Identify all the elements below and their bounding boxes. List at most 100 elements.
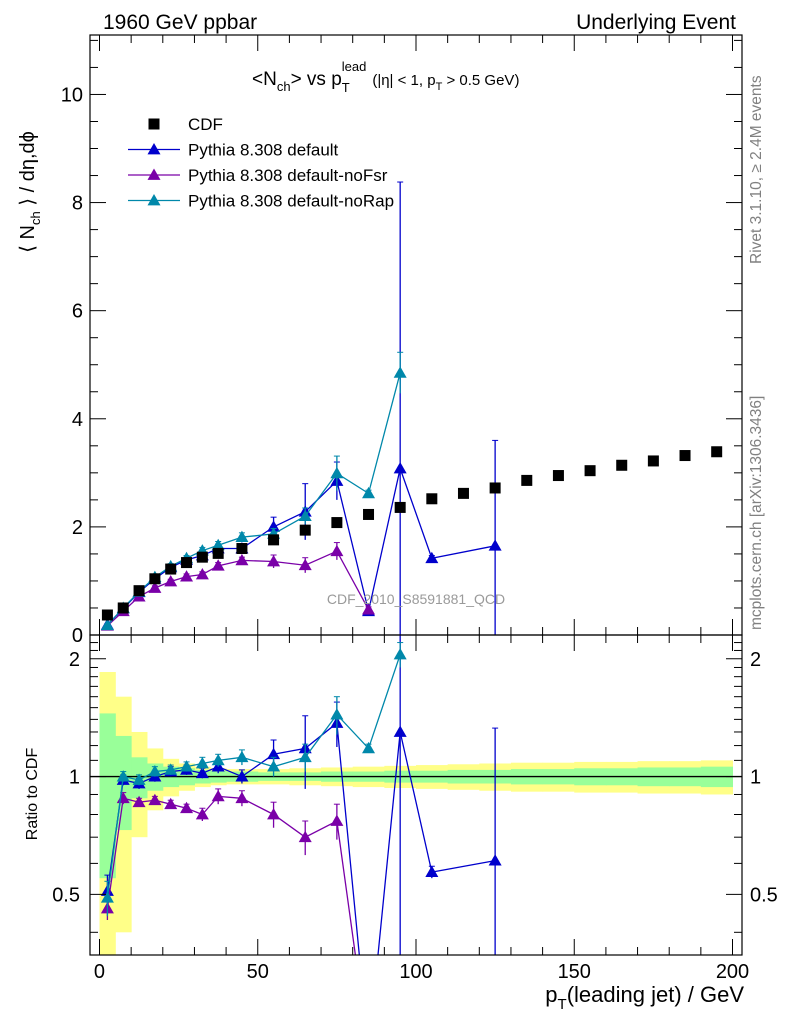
pythia-8-308-default-nofsr-point [132, 795, 146, 808]
plot-title: <Nch> vs pTlead(|η| < 1, pT > 0.5 GeV) [252, 59, 519, 95]
pythia-8-308-default-norap-point [362, 741, 376, 754]
pythia-8-308-default-nofsr-point [330, 544, 344, 557]
pythia-8-308-default-nofsr-point [180, 801, 194, 814]
cdf-point [584, 465, 596, 477]
pythia-8-308-default-nofsr-point [235, 791, 249, 804]
cdf-point [196, 551, 208, 563]
watermark: CDF_2010_S8591881_QCD [327, 591, 505, 607]
pythia-8-308-default-point [235, 770, 249, 782]
cdf-point [236, 543, 248, 555]
y-tick-label: 2 [72, 517, 83, 539]
ratio-panel-data [90, 635, 742, 955]
cdf-point [165, 563, 177, 575]
cdf-point [426, 493, 438, 505]
pythia-8-308-default-nofsr-point [211, 559, 225, 571]
rivet-label: Rivet 3.1.10, ≥ 2.4M events [748, 75, 765, 264]
x-axis-label: pT(leading jet) / GeV [545, 982, 744, 1013]
cdf-point [133, 585, 145, 597]
pythia-8-308-default-norap-point [298, 509, 312, 521]
y-tick-label: 0 [72, 625, 83, 647]
y-tick-label: 2 [750, 649, 761, 671]
pythia-8-308-default-norap-point [235, 530, 249, 543]
pythia-8-308-default-norap-point [148, 765, 162, 777]
header-right: Underlying Event [576, 11, 736, 34]
cdf-point [149, 573, 161, 585]
pythia-8-308-default-point [425, 865, 439, 877]
x-tick-label: 100 [399, 961, 432, 983]
pythia-8-308-default-norap-point [393, 648, 407, 660]
mcplots-label: mcplots.cern.ch [arXiv:1306.3436] [748, 396, 765, 630]
pythia-8-308-default-point [393, 725, 407, 737]
pythia-8-308-default-point [267, 747, 281, 760]
pythia-8-308-default-norap-point [100, 891, 114, 903]
pythia-8-308-default-line [106, 466, 496, 626]
cdf-point [647, 455, 659, 467]
legend-marker-cdf [148, 118, 160, 130]
pythia-8-308-default-norap-point [267, 760, 281, 772]
legend-marker-pythia-8-308-default-norap [147, 194, 161, 206]
pythia-8-308-default-point [488, 539, 502, 551]
cdf-point [711, 446, 723, 458]
y-tick-label: 0.5 [52, 884, 80, 906]
y-tick-label: 1 [750, 767, 761, 789]
cdf-point [363, 508, 375, 520]
cdf-point [616, 459, 628, 471]
pythia-8-308-default-nofsr-point [267, 807, 281, 820]
cdf-point [457, 487, 469, 499]
legend: CDF Pythia 8.308 default Pythia 8.308 defa… [128, 115, 394, 211]
legend-marker-pythia-8-308-default [147, 143, 161, 155]
ratio-data-clipped [90, 635, 742, 955]
cdf-point [268, 534, 280, 546]
pythia-8-308-default-nofsr-point [164, 574, 178, 587]
pythia-8-308-default-norap-point [393, 366, 407, 378]
main-panel-data [100, 181, 723, 635]
pythia-8-308-default-norap-point [132, 773, 146, 785]
cdf-point [212, 547, 224, 559]
pythia-8-308-default-nofsr-point [330, 814, 344, 826]
pythia-8-308-default-nofsr-point [211, 789, 225, 802]
legend-label-pythia-8-308-default: Pythia 8.308 default [188, 141, 339, 160]
pythia-8-308-default-norap-point [330, 466, 344, 479]
legend-marker-pythia-8-308-default-nofsr [147, 168, 161, 180]
main-ylabel: ⟨ Nch ⟩ / dη,dϕ [17, 131, 43, 253]
pythia-8-308-default-norap-point [211, 753, 225, 766]
y-tick-label: 2 [69, 649, 80, 671]
pythia-8-308-default-norap-point [211, 538, 225, 551]
legend-label-pythia-8-308-default-norap: Pythia 8.308 default-noRap [188, 192, 394, 211]
cdf-point [299, 524, 311, 536]
cdf-point [679, 450, 691, 462]
pythia-8-308-default-point [195, 766, 209, 779]
pythia-8-308-default-line [106, 721, 496, 955]
pythia-8-308-default-nofsr-point [298, 558, 312, 571]
y-tick-label: 0.5 [750, 884, 778, 906]
cdf-inner-band [99, 713, 116, 879]
y-tick-label: 1 [69, 767, 80, 789]
pythia-8-308-default-point [425, 551, 439, 564]
pythia-8-308-default-point [393, 462, 407, 474]
pythia-8-308-default-nofsr-point [164, 797, 178, 810]
pythia-8-308-default-nofsr-point [235, 553, 249, 566]
main-data-clipped [100, 181, 723, 635]
y-tick-label: 10 [61, 84, 83, 106]
ratio-ylabel: Ratio to CDF [24, 748, 41, 841]
x-tick-label: 0 [94, 961, 105, 983]
header-left: 1960 GeV ppbar [103, 11, 257, 34]
pythia-8-308-default-norap-point [180, 760, 194, 772]
ratio-panel-frame [89, 634, 743, 956]
legend-label-pythia-8-308-default-nofsr: Pythia 8.308 default-noFsr [188, 166, 388, 185]
pythia-8-308-default-nofsr-point [362, 603, 376, 615]
pythia-8-308-default-nofsr-point [148, 581, 162, 593]
x-tick-label: 150 [558, 961, 591, 983]
pythia-8-308-default-norap-point [362, 486, 376, 499]
pythia-8-308-default-nofsr-point [148, 793, 162, 806]
pythia-8-308-default-point [488, 854, 502, 866]
pythia-8-308-default-norap-point [195, 756, 209, 769]
pythia-8-308-default-norap-point [298, 750, 312, 763]
pythia-8-308-default-norap-point [100, 618, 114, 631]
cdf-point [117, 602, 129, 614]
pythia-8-308-default-nofsr-point [298, 830, 312, 843]
pythia-8-308-default-point [267, 520, 281, 532]
pythia-8-308-default-norap-point [330, 708, 344, 720]
cdf-point [552, 470, 564, 482]
